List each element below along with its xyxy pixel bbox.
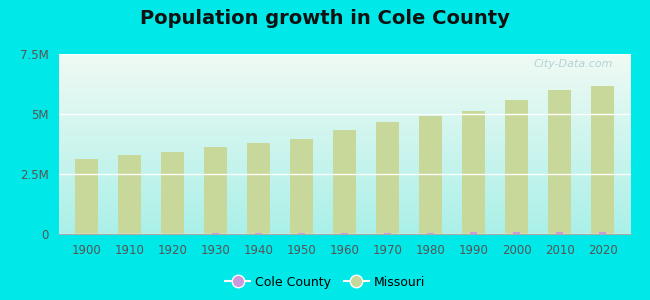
Bar [384,233,391,234]
Bar [514,232,520,234]
Bar [255,233,262,234]
Bar [376,122,399,234]
Bar [203,147,227,234]
Bar [126,233,133,234]
Text: Population growth in Cole County: Population growth in Cole County [140,9,510,28]
Bar [591,86,614,234]
Bar [169,233,176,234]
Bar [333,130,356,234]
Text: City-Data.com: City-Data.com [534,59,614,69]
Bar [298,233,305,234]
Bar [504,100,528,234]
Bar [427,232,434,234]
Bar [419,116,443,234]
Bar [118,155,141,234]
Bar [556,232,563,234]
Bar [341,233,348,234]
Bar [462,111,486,234]
Bar [599,232,606,234]
Bar [75,159,98,234]
Bar [548,90,571,234]
Legend: Cole County, Missouri: Cole County, Missouri [220,271,430,294]
Bar [290,139,313,234]
Bar [471,232,476,234]
Bar [213,233,218,234]
Bar [246,143,270,234]
Bar [161,152,185,234]
